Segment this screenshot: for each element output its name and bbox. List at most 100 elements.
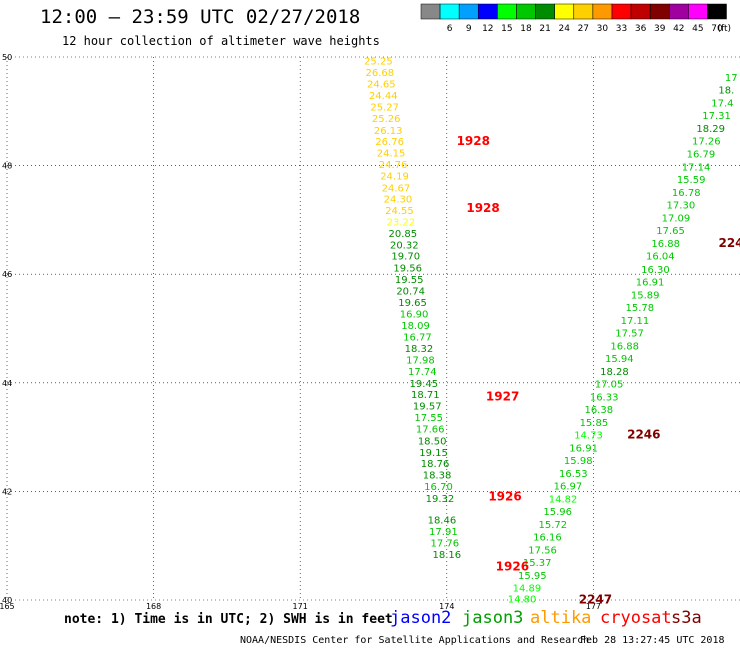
swh-value-altika: 20.32 — [390, 240, 419, 251]
legend-swatch — [669, 3, 689, 20]
legend-bin-label: 70 — [711, 24, 723, 34]
pass-time-label: 2246 — [627, 427, 660, 441]
color-legend: 6 9 12 15 18 21 24 27 30 33 36 39 42 45 70(ft) — [420, 3, 731, 34]
legend-swatch — [611, 3, 632, 20]
page-subtitle: 12 hour collection of altimeter wave hei… — [62, 34, 380, 48]
swh-value-altika: 25.27 — [370, 102, 399, 113]
swh-value-altika: 19.15 — [419, 448, 448, 459]
swh-value-altika: 18.38 — [423, 471, 452, 482]
legend-bin-label: 9 — [466, 24, 472, 34]
swh-value-s3a: 17.56 — [528, 546, 557, 557]
y-tick-label: 46 — [2, 270, 12, 279]
legend-swatch — [649, 3, 670, 20]
swh-value-altika: 24.19 — [380, 171, 409, 182]
swh-value-s3a: 17.31 — [702, 111, 731, 122]
swh-value-altika: 24.65 — [367, 80, 396, 91]
swh-value-altika: 17.55 — [414, 413, 443, 424]
swh-value-s3a: 16.88 — [610, 341, 639, 352]
swh-value-altika: 19.45 — [410, 379, 439, 390]
swh-value-s3a: 16.97 — [554, 481, 583, 492]
generated-timestamp: Feb 28 13:27:45 UTC 2018 — [580, 635, 725, 646]
pass-time-label: 1926 — [488, 489, 521, 503]
swh-value-s3a: 17.57 — [615, 328, 644, 339]
x-tick-label: 174 — [439, 602, 454, 611]
units-note: note: 1) Time is in UTC; 2) SWH is in fe… — [64, 612, 393, 627]
pass-time-label: 1927 — [486, 389, 519, 403]
swh-value-altika: 24.67 — [382, 183, 411, 194]
swh-value-altika: 24.76 — [379, 160, 408, 171]
pass-time-label: 1928 — [466, 201, 499, 215]
swh-value-s3a: 16.88 — [651, 239, 680, 250]
swh-value-s3a: 15.85 — [580, 418, 609, 429]
credit-text: NOAA/NESDIS Center for Satellite Applica… — [240, 635, 590, 646]
swh-value-s3a: 16.33 — [590, 392, 619, 403]
swh-value-s3a: 15.96 — [543, 507, 572, 518]
swh-value-altika: 17.76 — [431, 538, 460, 549]
pass-time-label: 2247 — [579, 592, 612, 606]
legend-swatch — [439, 3, 460, 20]
swh-value-s3a: 17.09 — [662, 214, 691, 225]
swh-value-altika: 26.13 — [374, 126, 403, 137]
swh-value-s3a: 18.29 — [696, 124, 725, 135]
swh-value-altika: 19.32 — [426, 494, 455, 505]
legend-bin-label: 27 — [578, 24, 589, 34]
swh-value-s3a: 16.78 — [672, 188, 701, 199]
legend-swatch — [535, 3, 555, 20]
swh-value-s3a: 16.53 — [559, 469, 588, 480]
legend-bin-label: 6 — [447, 24, 453, 34]
swh-value-altika: 24.44 — [369, 91, 398, 102]
swh-value-altika: 25.26 — [372, 114, 401, 125]
swh-value-s3a: 17.4 — [711, 99, 733, 110]
legend-bin-label: 39 — [654, 24, 666, 34]
legend-swatch — [592, 3, 613, 20]
legend-bin-label: 12 — [482, 24, 493, 34]
legend-swatch — [573, 3, 594, 20]
swh-value-s3a: 16.30 — [641, 265, 670, 276]
legend-swatch — [420, 3, 441, 20]
swh-value-s3a: 15.94 — [605, 354, 634, 365]
legend-swatch — [688, 3, 708, 20]
swh-value-altika: 26.76 — [375, 137, 404, 148]
legend-swatch — [458, 3, 479, 20]
x-tick-label: 171 — [293, 602, 308, 611]
swh-value-s3a: 16.38 — [584, 405, 613, 416]
legend-swatch — [707, 3, 727, 20]
legend-swatch — [630, 3, 651, 20]
swh-value-s3a: 17.14 — [682, 163, 711, 174]
legend-unit-label: (ft) — [717, 24, 731, 34]
satellite-label-jason3: jason3 — [462, 608, 524, 628]
swh-value-altika: 17.91 — [429, 527, 458, 538]
swh-value-altika: 23.22 — [387, 218, 416, 229]
legend-bin-label: 21 — [539, 24, 550, 34]
swh-value-altika: 18.76 — [421, 459, 450, 470]
swh-value-s3a: 15.72 — [539, 520, 568, 531]
swh-value-s3a: 15.37 — [523, 558, 552, 569]
swh-value-s3a: 18. — [718, 86, 734, 97]
swh-value-s3a: 17.26 — [692, 137, 721, 148]
legend-bin-label: 15 — [501, 24, 512, 34]
x-tick-label: 177 — [586, 602, 601, 611]
time-labels: 1928 1928 1927 1926 1926 2245 2246 2247 — [457, 134, 740, 606]
swh-value-s3a: 16.91 — [636, 277, 665, 288]
swh-value-altika: 16.70 — [424, 482, 453, 493]
swh-value-altika: 25.25 — [364, 56, 393, 67]
swh-value-altika: 18.71 — [411, 390, 440, 401]
swh-value-altika: 19.55 — [395, 275, 424, 286]
pass-time-label: 2245 — [718, 236, 740, 250]
swh-value-altika: 19.57 — [413, 402, 442, 413]
swh-value-altika: 20.85 — [388, 229, 417, 240]
x-tick-label: 165 — [0, 602, 15, 611]
legend-swatch — [497, 3, 517, 20]
legend-bin-label: 45 — [692, 24, 703, 34]
satellite-label-cryosat: cryosat — [600, 608, 672, 628]
swh-value-altika: 16.77 — [403, 333, 432, 344]
swh-value-altika: 19.70 — [391, 252, 420, 263]
legend-bin-label: 30 — [597, 24, 609, 34]
y-tick-label: 50 — [2, 53, 12, 62]
swh-value-s3a: 15.89 — [631, 290, 660, 301]
swh-value-altika: 19.65 — [398, 298, 427, 309]
swh-value-s3a: 16.16 — [533, 532, 562, 543]
swh-value-altika: 26.68 — [366, 68, 395, 79]
map-grid — [6, 56, 740, 601]
